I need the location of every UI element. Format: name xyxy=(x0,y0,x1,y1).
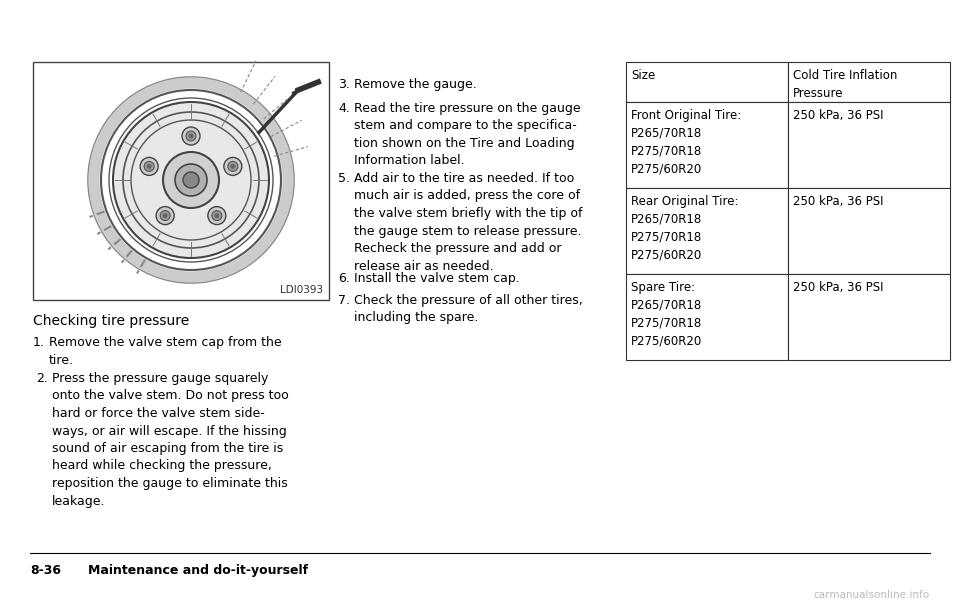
Circle shape xyxy=(113,102,269,258)
Text: 5.: 5. xyxy=(338,172,350,185)
Bar xyxy=(626,62,788,102)
Text: Maintenance and do-it-yourself: Maintenance and do-it-yourself xyxy=(88,564,308,577)
Text: 8-36: 8-36 xyxy=(30,564,61,577)
Text: 2.: 2. xyxy=(36,372,48,385)
Text: carmanualsonline.info: carmanualsonline.info xyxy=(814,590,930,600)
Text: Check the pressure of all other tires,
including the spare.: Check the pressure of all other tires, i… xyxy=(354,294,583,324)
Bar xyxy=(788,274,950,360)
Bar xyxy=(33,62,329,300)
Circle shape xyxy=(162,213,168,218)
Text: Add air to the tire as needed. If too
much air is added, press the core of
the v: Add air to the tire as needed. If too mu… xyxy=(354,172,583,273)
Text: Remove the gauge.: Remove the gauge. xyxy=(354,78,477,91)
Text: 1.: 1. xyxy=(33,336,45,349)
Circle shape xyxy=(144,161,155,172)
Circle shape xyxy=(228,161,238,172)
Circle shape xyxy=(182,127,200,145)
Circle shape xyxy=(140,158,158,175)
Text: 250 kPa, 36 PSI: 250 kPa, 36 PSI xyxy=(793,195,883,208)
Circle shape xyxy=(186,131,196,141)
Text: LDI0393: LDI0393 xyxy=(280,285,323,295)
Text: Read the tire pressure on the gauge
stem and compare to the specifica-
tion show: Read the tire pressure on the gauge stem… xyxy=(354,102,581,167)
Circle shape xyxy=(230,164,235,169)
Text: 6.: 6. xyxy=(338,272,349,285)
Text: Remove the valve stem cap from the
tire.: Remove the valve stem cap from the tire. xyxy=(49,336,281,367)
Circle shape xyxy=(224,158,242,175)
Bar xyxy=(626,102,788,188)
Text: Front Original Tire:
P265/70R18
P275/70R18
P275/60R20: Front Original Tire: P265/70R18 P275/70R… xyxy=(631,109,741,176)
Circle shape xyxy=(175,164,207,196)
Bar xyxy=(626,188,788,274)
Text: 4.: 4. xyxy=(338,102,349,115)
Text: Cold Tire Inflation
Pressure: Cold Tire Inflation Pressure xyxy=(793,69,898,100)
Text: 7.: 7. xyxy=(338,294,350,307)
Text: Rear Original Tire:
P265/70R18
P275/70R18
P275/60R20: Rear Original Tire: P265/70R18 P275/70R1… xyxy=(631,195,738,262)
Text: 250 kPa, 36 PSI: 250 kPa, 36 PSI xyxy=(793,109,883,122)
Bar xyxy=(788,102,950,188)
Text: Press the pressure gauge squarely
onto the valve stem. Do not press too
hard or : Press the pressure gauge squarely onto t… xyxy=(52,372,289,508)
Circle shape xyxy=(212,211,222,221)
Circle shape xyxy=(163,152,219,208)
Circle shape xyxy=(160,211,170,221)
Circle shape xyxy=(147,164,152,169)
Bar xyxy=(788,62,950,102)
Text: Size: Size xyxy=(631,69,656,82)
Circle shape xyxy=(188,133,194,139)
Bar xyxy=(788,188,950,274)
Text: Spare Tire:
P265/70R18
P275/70R18
P275/60R20: Spare Tire: P265/70R18 P275/70R18 P275/6… xyxy=(631,281,703,348)
Text: Checking tire pressure: Checking tire pressure xyxy=(33,314,189,328)
Text: 3.: 3. xyxy=(338,78,349,91)
Bar xyxy=(626,274,788,360)
Circle shape xyxy=(156,207,174,225)
Circle shape xyxy=(183,172,199,188)
Text: Install the valve stem cap.: Install the valve stem cap. xyxy=(354,272,519,285)
Circle shape xyxy=(208,207,226,225)
Circle shape xyxy=(214,213,220,218)
Text: 250 kPa, 36 PSI: 250 kPa, 36 PSI xyxy=(793,281,883,294)
